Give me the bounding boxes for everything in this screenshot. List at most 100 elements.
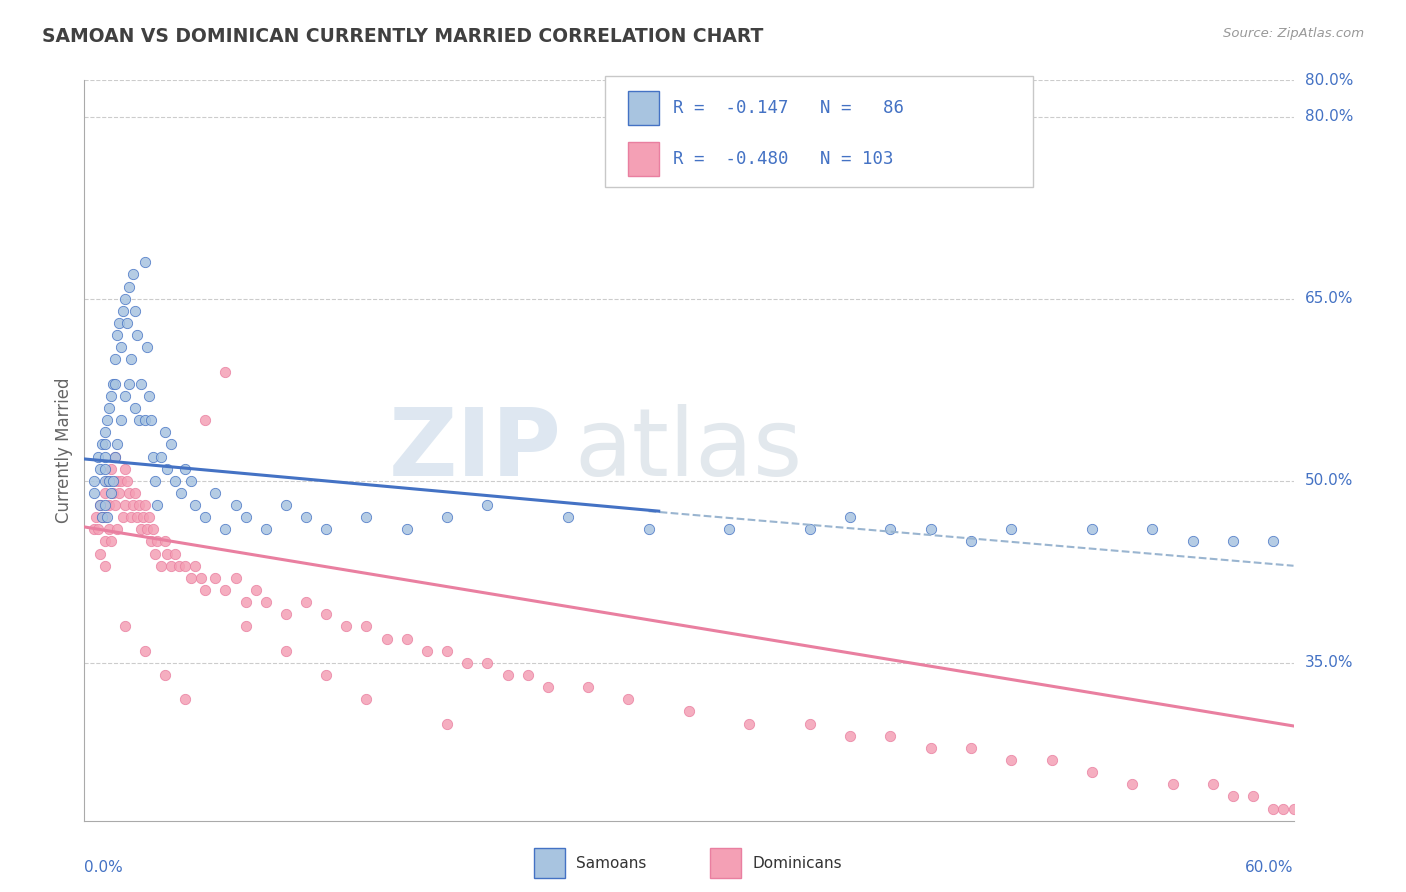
Point [129,522,152,536]
Point [87,522,110,536]
Point [436,716,458,731]
Point [235,619,257,633]
Point [295,510,318,524]
Point [214,582,236,597]
Point [274,607,297,622]
Point [120,510,142,524]
Point [107,316,129,330]
Point [96,474,118,488]
Point [89,547,111,561]
Point [83,486,105,500]
Point [1263,534,1285,549]
Point [416,644,439,658]
Point [1222,789,1244,804]
Point [128,413,150,427]
Point [97,474,120,488]
Point [315,668,337,682]
Point [356,619,378,633]
Point [879,729,901,743]
Point [879,522,901,536]
Point [214,365,236,379]
Point [93,498,115,512]
Point [100,461,122,475]
Point [225,571,247,585]
Point [1181,534,1204,549]
Point [101,474,124,488]
Point [120,352,142,367]
Point [1282,801,1305,815]
Point [165,547,187,561]
Point [135,340,157,354]
Point [799,522,821,536]
Point [93,461,115,475]
Point [1241,789,1264,804]
Point [477,498,499,512]
Point [156,461,179,475]
Point [100,389,122,403]
Point [97,401,120,415]
Text: 80.0%: 80.0% [1305,109,1353,124]
Point [105,474,128,488]
Text: Source: ZipAtlas.com: Source: ZipAtlas.com [1223,27,1364,40]
Point [138,510,160,524]
Text: 65.0%: 65.0% [1305,292,1353,306]
Point [153,425,176,440]
Point [190,571,212,585]
Point [395,522,418,536]
Point [156,547,179,561]
Point [93,450,115,464]
Point [395,632,418,646]
Point [93,437,115,451]
Point [124,304,146,318]
Point [1161,777,1184,791]
Point [149,450,172,464]
Point [93,486,115,500]
Point [121,268,143,282]
Point [91,510,114,524]
Text: R =  -0.147   N =   86: R = -0.147 N = 86 [673,99,904,117]
Point [93,558,115,573]
Point [134,498,156,512]
Point [105,522,128,536]
Point [146,498,169,512]
Point [335,619,357,633]
Point [718,522,741,536]
Point [91,510,114,524]
Point [245,582,267,597]
Point [134,413,156,427]
Point [125,328,148,343]
Point [375,632,398,646]
Point [160,437,183,451]
Point [617,692,640,706]
Point [1000,522,1022,536]
Point [960,534,983,549]
Text: 50.0%: 50.0% [1305,474,1353,488]
Point [83,474,105,488]
Point [235,595,257,609]
Point [254,595,277,609]
Point [138,389,160,403]
Text: 35.0%: 35.0% [1305,656,1353,671]
Point [839,510,862,524]
Point [93,425,115,440]
Point [132,510,155,524]
Point [1202,777,1225,791]
Point [1222,534,1244,549]
Point [920,740,942,755]
Text: Samoans: Samoans [576,856,647,871]
Point [97,522,120,536]
Point [93,534,115,549]
Point [174,461,197,475]
Point [356,692,378,706]
Point [89,498,111,512]
Point [110,413,132,427]
Point [1081,522,1104,536]
Point [139,413,162,427]
Point [194,413,217,427]
Point [184,498,207,512]
Point [174,692,197,706]
Point [496,668,519,682]
Point [235,510,257,524]
Point [107,486,129,500]
Point [537,680,560,694]
